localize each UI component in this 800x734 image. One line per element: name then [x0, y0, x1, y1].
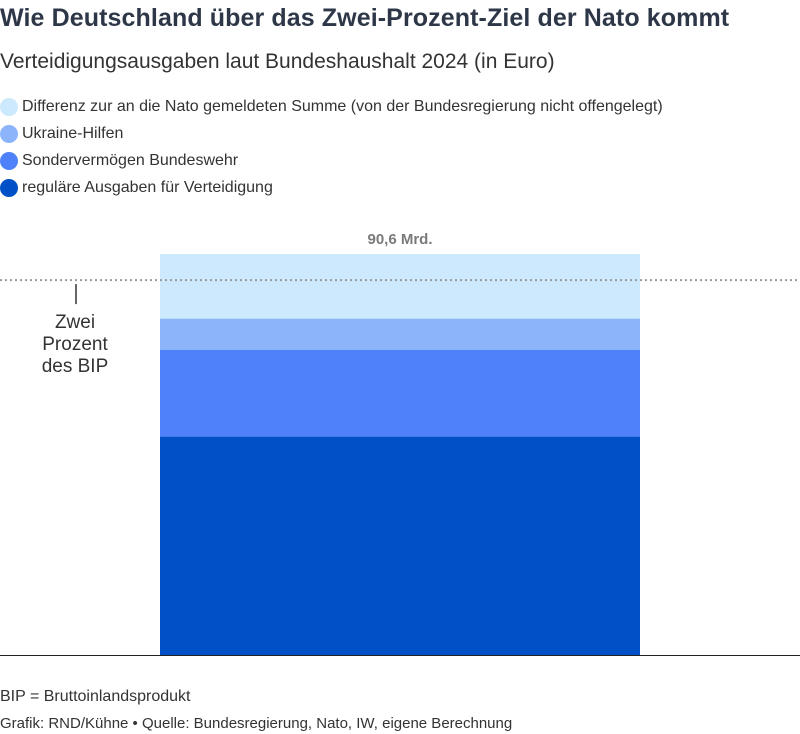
legend-swatch-ukraine: [0, 124, 18, 143]
legend-swatch-difference: [0, 97, 18, 116]
legend-label-special-fund: Sondervermögen Bundeswehr: [22, 151, 239, 169]
legend-item-difference: Differenz zur an die Nato gemeldeten Sum…: [0, 93, 663, 120]
reference-label-line-2: des BIP: [42, 356, 109, 377]
chart-subtitle: Verteidigungsausgaben laut Bundeshaushal…: [0, 50, 555, 73]
footer-credit: Grafik: RND/Kühne • Quelle: Bundesregier…: [0, 715, 513, 732]
legend: Differenz zur an die Nato gemeldeten Sum…: [0, 93, 663, 201]
reference-label-line-1: Prozent: [42, 334, 108, 355]
legend-item-regular: reguläre Ausgaben für Verteidigung: [0, 174, 663, 201]
footer-note: BIP = Bruttoinlandsprodukt: [0, 688, 191, 705]
chart-title: Wie Deutschland über das Zwei-Prozent-Zi…: [0, 4, 730, 32]
bar-segment-1: [160, 350, 640, 437]
bar-segment-3: [160, 254, 640, 319]
legend-label-regular: reguläre Ausgaben für Verteidigung: [22, 178, 273, 196]
legend-item-ukraine: Ukraine-Hilfen: [0, 120, 663, 147]
bar-segment-0: [160, 436, 640, 655]
legend-label-difference: Differenz zur an die Nato gemeldeten Sum…: [22, 97, 663, 115]
reference-label-line-0: Zwei: [55, 312, 95, 333]
bar-segment-2: [160, 318, 640, 350]
legend-label-ukraine: Ukraine-Hilfen: [22, 124, 124, 142]
legend-swatch-special-fund: [0, 151, 18, 170]
bar-total-label: 90,6 Mrd.: [367, 231, 432, 248]
legend-item-special-fund: Sondervermögen Bundeswehr: [0, 147, 663, 174]
legend-swatch-regular: [0, 178, 18, 197]
